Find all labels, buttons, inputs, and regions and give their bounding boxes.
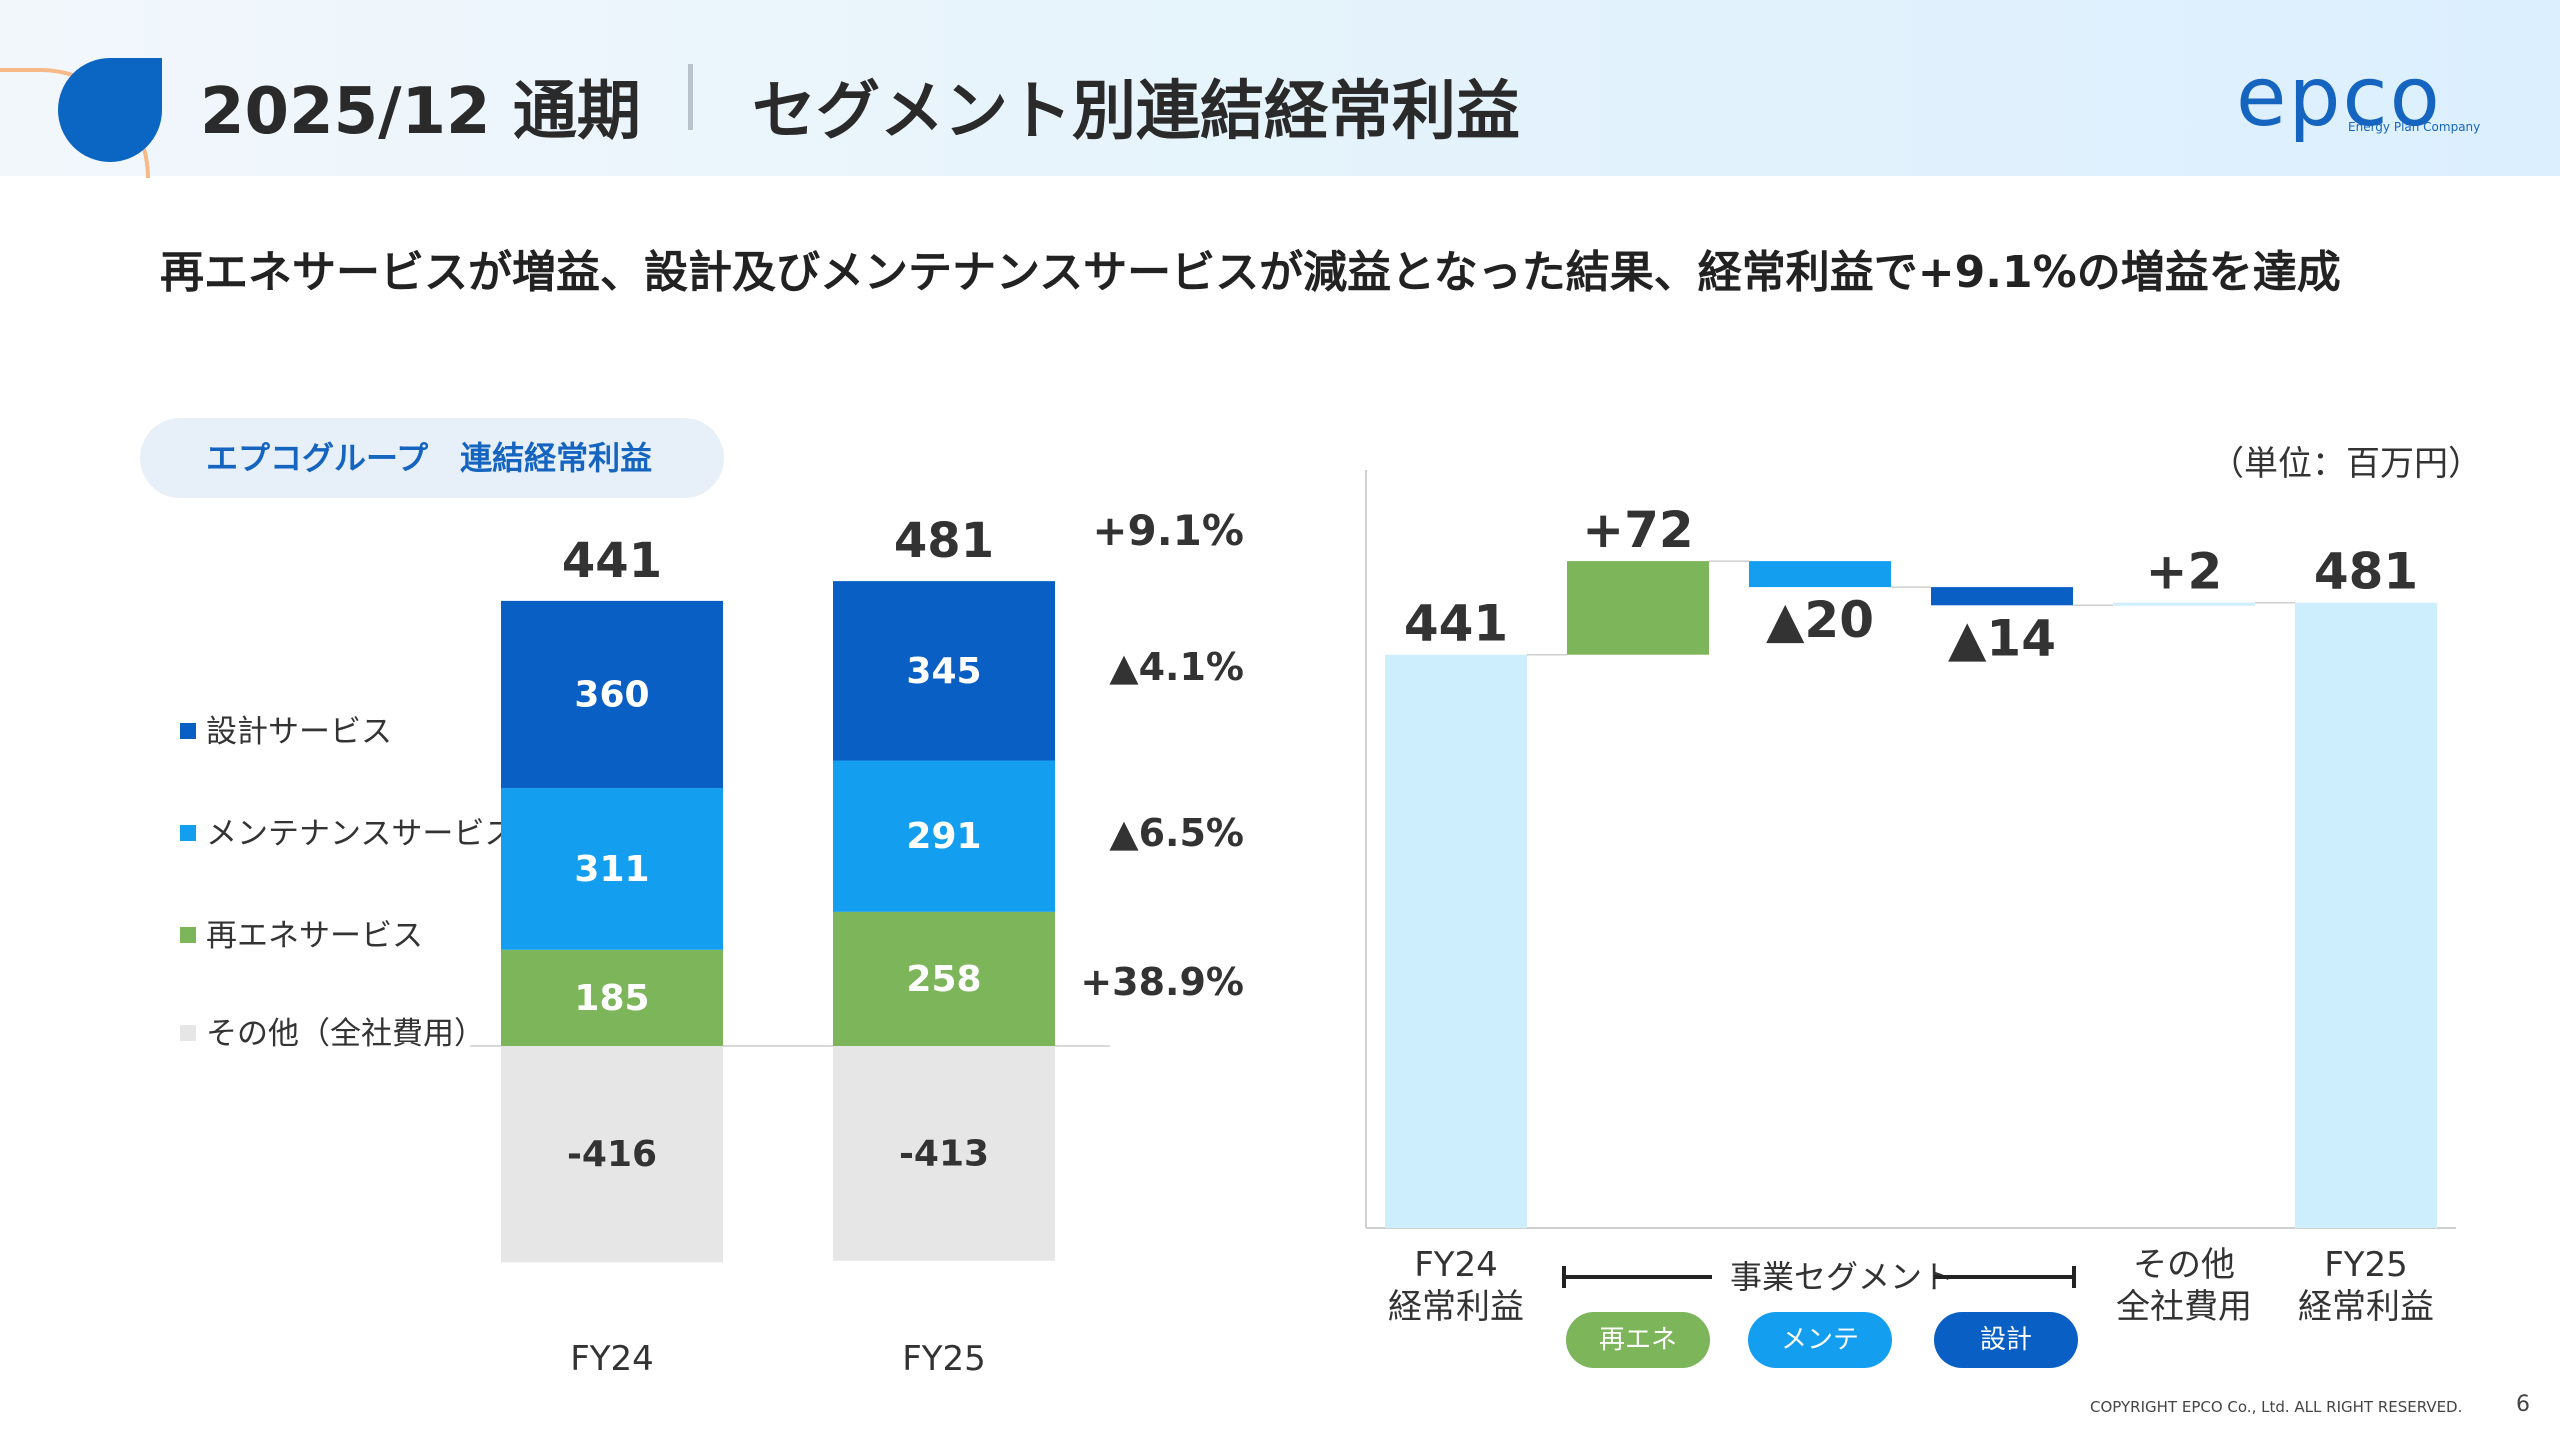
- title-divider: [688, 64, 693, 130]
- waterfall-category-label: FY25: [2324, 1245, 2408, 1285]
- segment-label: 事業セグメント: [1730, 1258, 1955, 1296]
- waterfall-bar: [1567, 561, 1709, 655]
- waterfall-bar: [2295, 602, 2437, 1228]
- segment-value-label: 360: [574, 674, 649, 715]
- segment-value-label: -416: [567, 1134, 657, 1175]
- segment-change-label: +38.9%: [1080, 960, 1244, 1004]
- stack-segment-bar: [501, 600, 723, 789]
- segment-bracket-right-tick: [2072, 1266, 2076, 1288]
- segment-change-label: ▲4.1%: [1109, 645, 1244, 689]
- stack-segment-bar: [833, 911, 1055, 1046]
- stack-segment-bar: [501, 1046, 723, 1263]
- drop-logo-icon: [58, 58, 162, 162]
- epco-logo: epco Energy Plan Company: [2236, 50, 2480, 145]
- segment-pill-maintenance: メンテ: [1748, 1312, 1892, 1368]
- waterfall-category-label: その他: [2133, 1245, 2235, 1285]
- waterfall-category-label: 経常利益: [1388, 1287, 1524, 1327]
- page-period: 2025/12 通期: [200, 75, 641, 149]
- legend-swatch: [180, 722, 196, 739]
- waterfall-category-label: 全社費用: [2116, 1287, 2252, 1327]
- waterfall-value-label: +72: [1582, 501, 1693, 559]
- segment-pill-renewable: 再エネ: [1566, 1312, 1710, 1368]
- copyright: COPYRIGHT EPCO Co., Ltd. ALL RIGHT RESER…: [2090, 1398, 2463, 1416]
- waterfall-category-label: 経常利益: [2298, 1287, 2434, 1327]
- segment-value-label: 311: [574, 849, 649, 890]
- waterfall-bar: [1385, 654, 1527, 1228]
- stack-segment-bar: [501, 949, 723, 1046]
- headline: 再エネサービスが増益、設計及びメンテナンスサービスが減益となった結果、経常利益で…: [160, 247, 2341, 298]
- legend-label: メンテナンスサービス: [206, 816, 516, 852]
- total-value-label: 441: [562, 533, 662, 589]
- stack-segment-bar: [833, 581, 1055, 761]
- stack-segment-bar: [833, 760, 1055, 912]
- waterfall-value-label: ▲20: [1766, 591, 1874, 649]
- legend-label: その他（全社費用）: [206, 1016, 485, 1052]
- stack-segment-bar: [833, 1046, 1055, 1261]
- waterfall-value-label: ▲14: [1948, 609, 2056, 667]
- category-tick-label: FY24: [570, 1339, 654, 1379]
- legend-swatch: [180, 824, 196, 841]
- unit-label: （単位：百万円）: [2210, 444, 2482, 484]
- page-title: セグメント別連結経常利益: [752, 75, 1520, 149]
- legend-item-renewable: 再エネサービス: [180, 910, 423, 955]
- segment-change-label: ▲6.5%: [1109, 811, 1244, 855]
- total-change-label: +9.1%: [1092, 506, 1244, 555]
- legend-item-design: 設計サービス: [180, 706, 392, 751]
- segment-value-label: 258: [906, 959, 981, 1000]
- group-label-pill: エプコグループ 連結経常利益: [140, 418, 724, 498]
- segment-value-label: -413: [899, 1133, 989, 1174]
- legend-swatch: [180, 926, 196, 943]
- waterfall-value-label: 441: [1404, 595, 1508, 653]
- waterfall-bar: [1931, 587, 2073, 606]
- page-number: 6: [2516, 1392, 2530, 1417]
- waterfall-bar: [1749, 561, 1891, 588]
- logo-text: epco: [2236, 50, 2442, 145]
- waterfall-category-label: FY24: [1414, 1245, 1498, 1285]
- waterfall-value-label: +2: [2146, 543, 2223, 601]
- stack-segment-bar: [501, 788, 723, 950]
- waterfall-value-label: 481: [2314, 543, 2418, 601]
- legend-item-other: その他（全社費用）: [180, 1008, 485, 1053]
- waterfall-bar: [2113, 602, 2255, 606]
- header-bar: 2025/12 通期 セグメント別連結経常利益 epco Energy Plan…: [0, 0, 2560, 178]
- legend-label: 設計サービス: [206, 714, 392, 750]
- logo-tagline: Energy Plan Company: [2348, 120, 2481, 134]
- legend-label: 再エネサービス: [206, 918, 423, 954]
- segment-value-label: 185: [574, 978, 649, 1019]
- legend-item-maintenance: メンテナンスサービス: [180, 808, 515, 853]
- segment-pill-design: 設計: [1934, 1312, 2078, 1368]
- segment-value-label: 291: [906, 816, 981, 857]
- segment-bracket-right: [1934, 1275, 2076, 1279]
- stacked-bar-chart: 185 311 360 -416 441 FY24 258 291 345 -413 481 FY25…: [470, 506, 1244, 1379]
- segment-value-label: 345: [906, 651, 981, 692]
- legend-swatch: [180, 1024, 196, 1041]
- segment-bracket-left: [1562, 1275, 1712, 1279]
- total-value-label: 481: [894, 513, 994, 569]
- category-tick-label: FY25: [902, 1339, 986, 1379]
